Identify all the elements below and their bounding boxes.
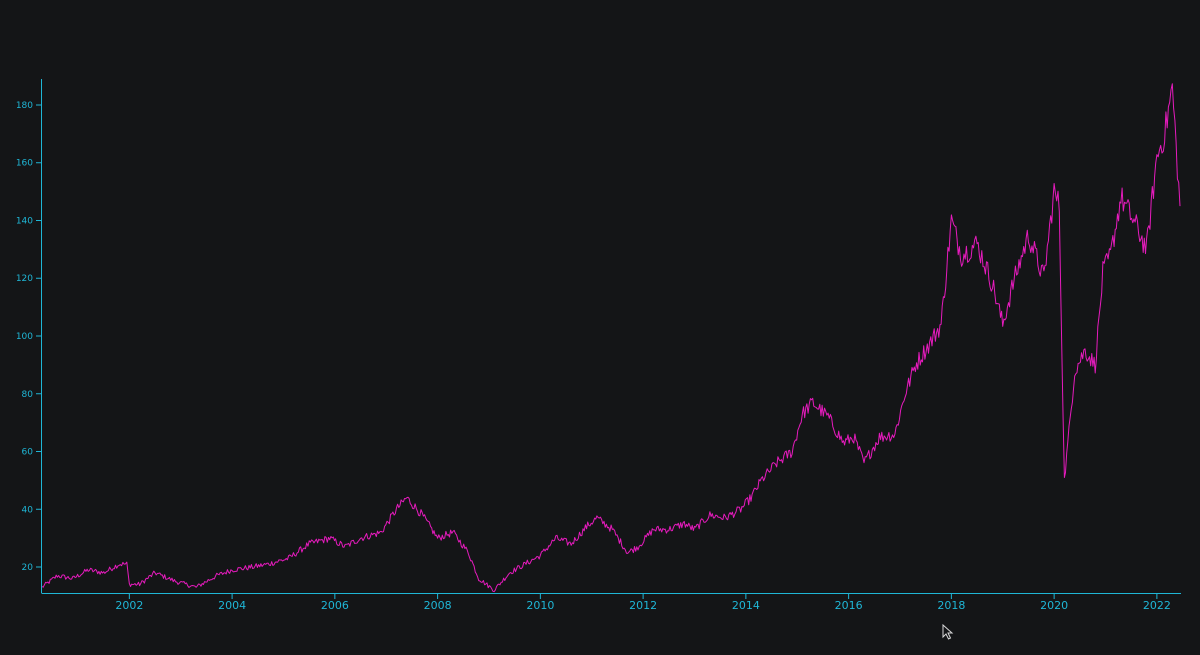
y-tick-label: 160 — [16, 159, 33, 169]
y-tick-label: 120 — [16, 274, 33, 284]
y-ticks: 20 40 60 80 100 120 140 160 180 — [16, 101, 42, 573]
mouse-cursor-icon — [942, 624, 954, 640]
y-tick-label: 60 — [22, 448, 34, 458]
x-ticks: 2002 2004 2006 2008 2010 2012 2014 2016 2018 2020… — [115, 593, 1171, 612]
x-tick-label: 2018 — [937, 599, 965, 612]
y-tick-label: 180 — [16, 101, 33, 111]
x-axis: 2002 2004 2006 2008 2010 2012 2014 2016 2018 2020… — [41, 593, 1181, 612]
y-tick-label: 100 — [16, 332, 33, 342]
x-tick-label: 2020 — [1040, 599, 1068, 612]
x-tick-label: 2002 — [115, 599, 143, 612]
x-tick-label: 2008 — [424, 599, 452, 612]
x-tick-label: 2004 — [218, 599, 246, 612]
x-tick-label: 2014 — [732, 599, 760, 612]
price-series-line — [41, 83, 1181, 593]
y-axis: 20 40 60 80 100 120 140 160 180 — [16, 79, 42, 593]
x-tick-label: 2012 — [629, 599, 657, 612]
y-tick-label: 20 — [22, 563, 34, 573]
x-tick-label: 2016 — [835, 599, 863, 612]
x-tick-label: 2006 — [321, 599, 349, 612]
x-tick-label: 2022 — [1143, 599, 1171, 612]
y-tick-label: 80 — [22, 390, 34, 400]
y-tick-label: 40 — [22, 505, 34, 515]
series-layer — [41, 83, 1181, 593]
y-tick-label: 140 — [16, 216, 33, 226]
x-tick-label: 2010 — [526, 599, 554, 612]
